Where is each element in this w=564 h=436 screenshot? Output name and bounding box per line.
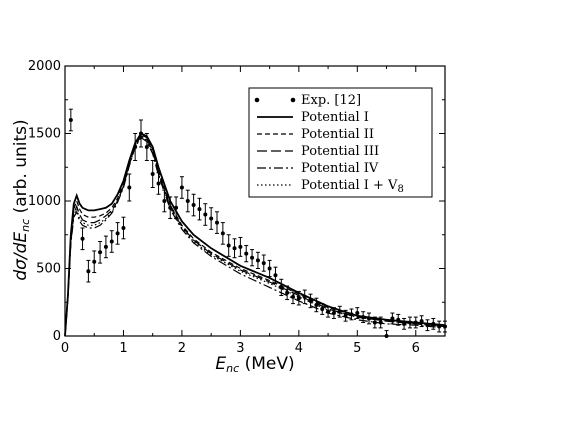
data-point [308, 298, 313, 303]
data-point [197, 207, 202, 212]
data-point [337, 309, 342, 314]
data-point [326, 309, 331, 314]
data-point [413, 320, 418, 325]
data-point [209, 216, 214, 221]
legend-box [248, 87, 433, 198]
data-point [296, 296, 301, 301]
y-tick-label: 2000 [28, 59, 61, 74]
data-point [98, 250, 103, 255]
data-point [396, 317, 401, 322]
data-point [121, 226, 126, 230]
data-point [150, 172, 155, 176]
x-axis-label: Enc (MeV) [215, 354, 294, 375]
data-point [115, 231, 120, 236]
legend-label-potential-2: Potential II [301, 127, 374, 142]
data-point [185, 199, 190, 203]
data-point [238, 244, 243, 249]
legend-samples [254, 97, 296, 186]
data-point [92, 259, 97, 264]
y-tick-label: 1500 [28, 127, 61, 142]
x-tick-label: 6 [412, 341, 420, 356]
data-point [68, 118, 73, 122]
data-point [144, 145, 149, 149]
data-point [320, 307, 325, 311]
data-point [384, 334, 389, 338]
data-point [314, 302, 319, 307]
x-tick-label: 5 [353, 341, 361, 356]
data-point [419, 319, 424, 324]
y-tick-label: 500 [36, 262, 61, 277]
series-line-2 [64, 134, 446, 337]
data-point [174, 205, 179, 210]
data-point [331, 311, 336, 316]
data-point [80, 236, 85, 241]
data-point [367, 316, 371, 321]
x-tick-label: 1 [119, 341, 127, 356]
data-point [378, 320, 383, 325]
data-point [437, 324, 442, 329]
legend-label-potential-3: Potential III [301, 144, 379, 159]
data-point [86, 269, 91, 274]
data-point [443, 324, 447, 329]
data-point [255, 258, 260, 263]
y-tick-label: 0 [53, 329, 61, 344]
data-point [232, 246, 237, 251]
x-tick-label: 0 [61, 341, 69, 356]
data-point [343, 313, 348, 318]
data-point [355, 311, 360, 316]
data-point [302, 294, 307, 299]
legend-point-right [290, 97, 296, 103]
data-point [361, 315, 366, 320]
data-point [168, 205, 173, 210]
legend-label-potential-4: Potential IV [301, 161, 379, 176]
data-point [402, 321, 407, 326]
data-point [133, 145, 138, 149]
y-axis-label: dσ/dEnc (arb. units) [11, 119, 32, 280]
data-point [139, 131, 143, 136]
data-point [215, 220, 219, 225]
axis-ticks: 0 1 2 3 4 5 6 0 500 1000 1500 2000 [28, 59, 445, 356]
data-point [103, 244, 108, 249]
data-point [203, 212, 208, 217]
data-point [162, 199, 167, 203]
data-point [372, 320, 377, 325]
data-point [407, 320, 412, 325]
legend-label-potential-1: Potential I [301, 110, 369, 125]
data-point [226, 243, 231, 248]
data-point [267, 266, 272, 271]
legend-label-exp: Exp. [12] [301, 93, 361, 108]
data-point [127, 185, 132, 190]
data-point [273, 273, 278, 278]
legend-point-left [254, 97, 260, 103]
data-point [244, 251, 249, 256]
data-point [279, 285, 284, 290]
data-point [285, 290, 290, 295]
data-point [349, 312, 354, 317]
data-point [250, 255, 255, 260]
y-tick-label: 1000 [28, 194, 61, 209]
legend-label-potential-1-v8: Potential I + V8 [301, 178, 404, 195]
data-point [109, 239, 114, 244]
experimental-points [68, 108, 447, 338]
data-point [179, 185, 184, 190]
data-point [431, 321, 436, 326]
data-point [156, 181, 161, 186]
series-line-5 [64, 135, 446, 337]
x-tick-label: 3 [236, 341, 244, 356]
data-point [291, 294, 295, 299]
data-point [261, 261, 266, 266]
legend: Exp. [12] Potential I Potential II Poten… [248, 87, 433, 198]
x-tick-label: 4 [295, 341, 303, 356]
data-point [220, 231, 225, 236]
data-point [390, 316, 395, 321]
data-point [425, 323, 430, 328]
data-point [191, 203, 196, 208]
x-tick-label: 2 [178, 341, 186, 356]
